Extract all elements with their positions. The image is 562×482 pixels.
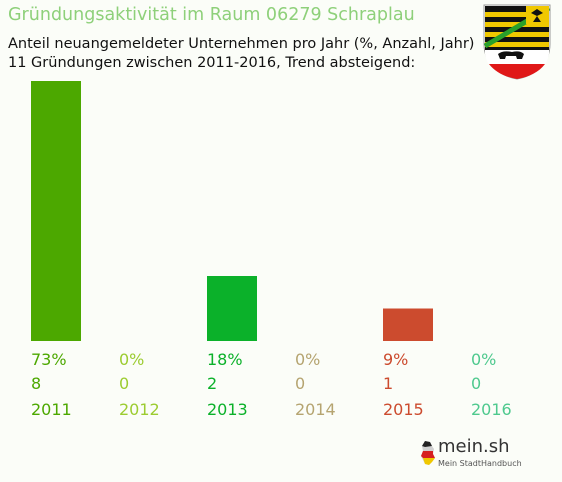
coat-of-arms-icon	[483, 4, 551, 80]
subtitle-line-2: 11 Gründungen zwischen 2011-2016, Trend …	[8, 55, 416, 71]
year-label-2012: 2012	[119, 400, 160, 419]
year-label-2011: 2011	[31, 400, 72, 419]
logo-text: mein.sh	[438, 436, 510, 457]
count-label-2012: 0	[119, 374, 129, 393]
germany-map-icon	[421, 441, 435, 465]
count-label-2015: 1	[383, 374, 393, 393]
count-label-2014: 0	[295, 374, 305, 393]
chart-title: Gründungsaktivität im Raum 06279 Schrapl…	[8, 5, 415, 25]
year-label-2015: 2015	[383, 400, 424, 419]
percent-label-2016: 0%	[471, 350, 496, 369]
percent-label-2015: 9%	[383, 350, 408, 369]
count-label-2013: 2	[207, 374, 217, 393]
count-label-2011: 8	[31, 374, 41, 393]
percent-label-2013: 18%	[207, 350, 243, 369]
bar-2013	[207, 276, 257, 341]
percent-label-2011: 73%	[31, 350, 67, 369]
chart-subtitle: Anteil neuangemeldeter Unternehmen pro J…	[8, 35, 474, 73]
percent-label-2012: 0%	[119, 350, 144, 369]
year-label-2014: 2014	[295, 400, 336, 419]
bar-2015	[383, 308, 433, 341]
percent-label-2014: 0%	[295, 350, 320, 369]
logo-subtext: Mein StadtHandbuch	[438, 459, 522, 468]
year-label-2013: 2013	[207, 400, 248, 419]
subtitle-line-1: Anteil neuangemeldeter Unternehmen pro J…	[8, 36, 475, 52]
mein-sh-logo[interactable]: mein.sh Mein StadtHandbuch	[418, 436, 528, 474]
count-label-2016: 0	[471, 374, 481, 393]
bar-2011	[31, 81, 81, 341]
year-label-2016: 2016	[471, 400, 512, 419]
